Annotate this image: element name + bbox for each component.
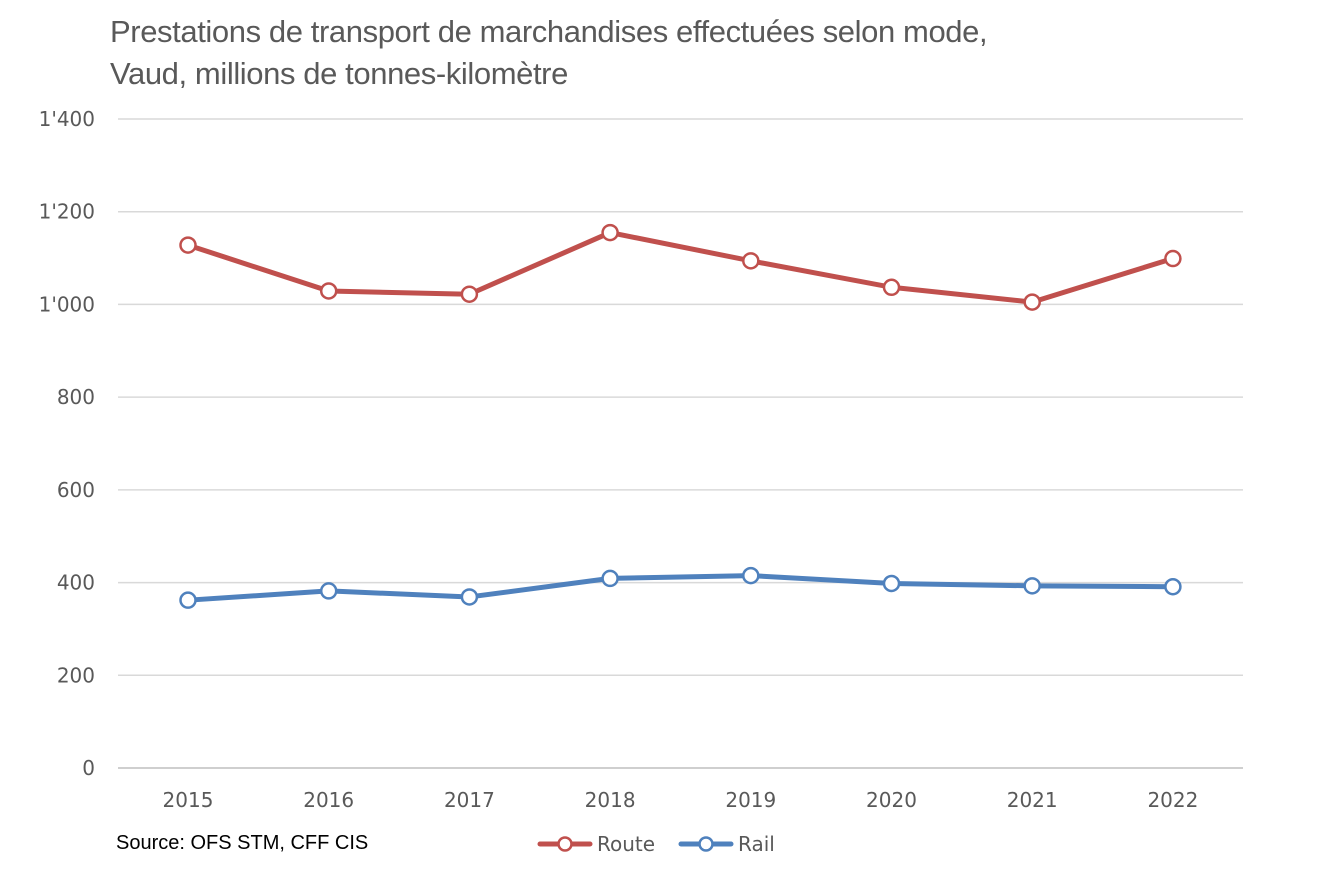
data-point-route xyxy=(601,223,619,242)
legend: Route Rail xyxy=(537,832,775,856)
data-point-route xyxy=(882,278,901,297)
x-tick-label: 2017 xyxy=(444,788,495,812)
x-tick-label: 2021 xyxy=(1007,788,1058,812)
data-point-route xyxy=(1164,249,1182,268)
y-tick-label: 200 xyxy=(57,663,95,687)
data-point-rail xyxy=(601,569,619,588)
x-tick-label: 2016 xyxy=(303,788,354,812)
data-point-rail xyxy=(882,574,901,593)
series-layer xyxy=(179,223,1182,609)
series-line-rail xyxy=(185,573,1176,603)
legend-label: Rail xyxy=(738,832,775,856)
x-tick-label: 2022 xyxy=(1147,788,1198,812)
data-point-rail xyxy=(1164,577,1182,596)
data-point-route xyxy=(179,236,197,254)
data-point-route xyxy=(319,282,338,300)
x-tick-label: 2020 xyxy=(866,788,917,812)
x-tick-label: 2018 xyxy=(585,788,636,812)
chart-title-line-1: Prestations de transport de marchandises… xyxy=(110,14,988,49)
x-axis-tick-labels: 2015 2016 2017 2018 2019 2020 2021 2022 xyxy=(163,788,1199,812)
series-rail xyxy=(179,566,1182,609)
data-point-route xyxy=(1023,293,1041,311)
legend-swatch-marker xyxy=(698,836,714,852)
legend-label: Route xyxy=(597,832,655,856)
data-point-route xyxy=(460,285,479,303)
data-point-rail xyxy=(319,582,338,600)
y-tick-label: 1'200 xyxy=(39,200,95,224)
y-tick-label: 400 xyxy=(57,571,95,595)
series-route xyxy=(179,223,1182,311)
x-tick-label: 2019 xyxy=(725,788,776,812)
y-tick-label: 1'000 xyxy=(39,292,95,316)
legend-item-rail: Rail xyxy=(678,832,775,856)
data-point-rail xyxy=(460,588,479,606)
data-point-rail xyxy=(179,591,197,609)
y-axis-tick-labels: 0 200 400 600 800 1'000 1'200 1'400 xyxy=(39,107,95,780)
data-point-rail xyxy=(1023,577,1041,595)
y-tick-label: 600 xyxy=(57,478,95,502)
y-tick-label: 1'400 xyxy=(39,107,95,131)
y-tick-label: 800 xyxy=(57,385,95,409)
y-tick-label: 0 xyxy=(82,756,95,780)
chart-title-line-2: Vaud, millions de tonnes-kilomètre xyxy=(110,56,568,91)
data-point-rail xyxy=(742,566,760,585)
x-tick-label: 2015 xyxy=(163,788,214,812)
legend-swatch-marker xyxy=(557,836,573,852)
data-point-route xyxy=(742,252,760,270)
series-line-route xyxy=(185,230,1176,305)
gridlines xyxy=(118,118,1243,769)
legend-item-route: Route xyxy=(537,832,655,856)
source-note: Source: OFS STM, CFF CIS xyxy=(116,832,369,854)
